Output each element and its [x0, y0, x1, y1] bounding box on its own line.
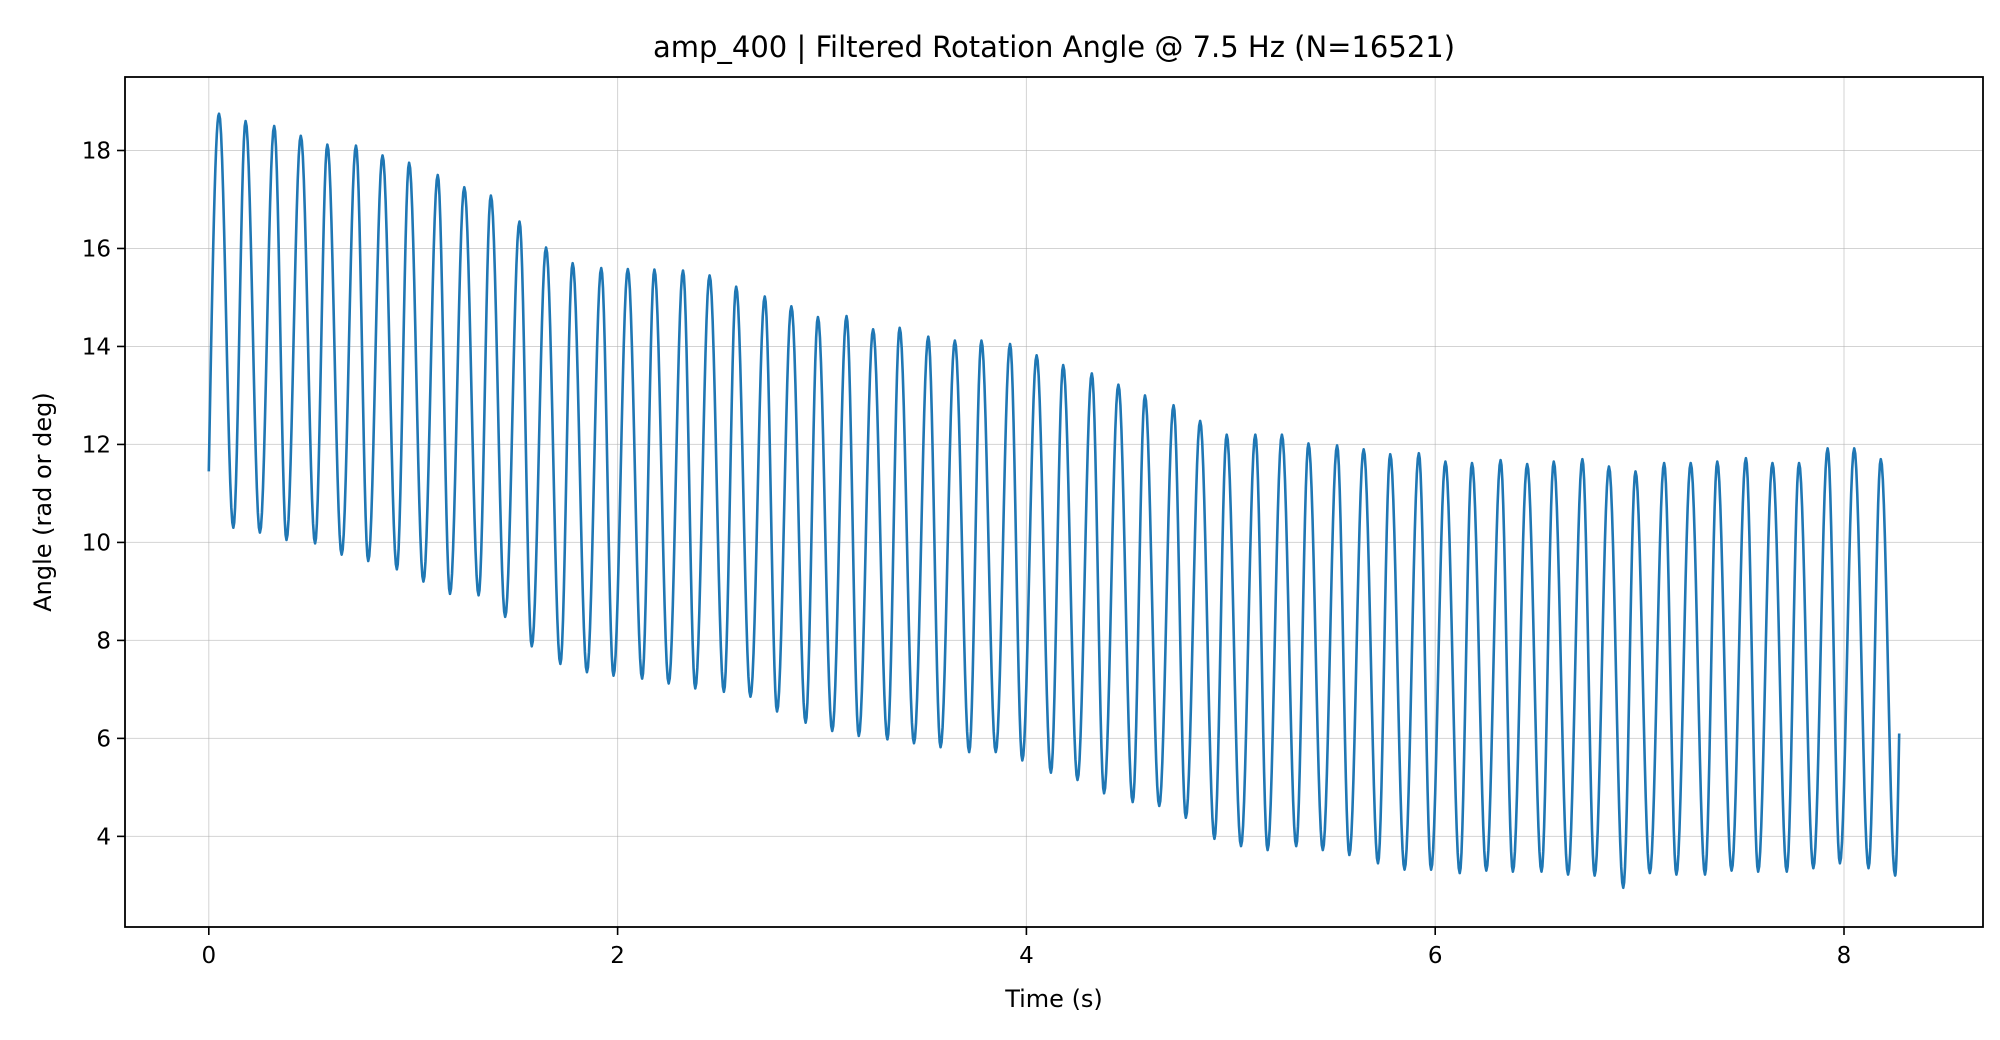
- grid: [125, 77, 1983, 927]
- chart-title: amp_400 | Filtered Rotation Angle @ 7.5 …: [653, 30, 1455, 64]
- y-tick-label: 16: [82, 236, 111, 262]
- x-tick-label: 0: [201, 943, 216, 969]
- x-tick-label: 8: [1837, 943, 1852, 969]
- y-axis-label: Angle (rad or deg): [29, 392, 57, 612]
- axis-ticks: 0 2 4 6 8 4 6 8 10 12 14 16 18: [82, 138, 1852, 969]
- x-tick-label: 4: [1019, 943, 1034, 969]
- y-tick-label: 4: [96, 824, 111, 850]
- y-tick-label: 14: [82, 334, 111, 360]
- plot-area: [207, 112, 1901, 890]
- x-tick-label: 2: [610, 943, 625, 969]
- y-tick-label: 6: [96, 726, 111, 752]
- y-tick-label: 10: [82, 530, 111, 556]
- x-axis-label: Time (s): [1004, 985, 1103, 1013]
- angle-series-line: [207, 112, 1901, 890]
- y-tick-label: 8: [96, 628, 111, 654]
- y-tick-label: 12: [82, 432, 111, 458]
- x-tick-label: 6: [1428, 943, 1443, 969]
- axes-frame: [124, 76, 1984, 928]
- y-tick-label: 18: [82, 138, 111, 164]
